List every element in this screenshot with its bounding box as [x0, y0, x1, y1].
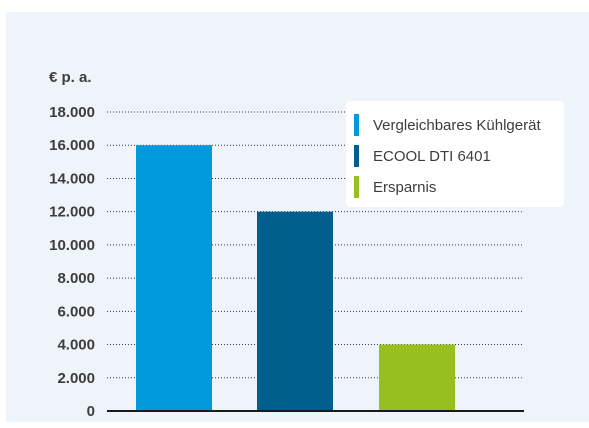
y-tick-label: 14.000	[49, 170, 95, 187]
y-tick-label: 8.000	[57, 270, 95, 287]
legend-label: Ersparnis	[373, 179, 436, 196]
y-tick-label: 2.000	[57, 370, 95, 387]
y-tick-label: 10.000	[49, 237, 95, 254]
legend-swatch	[354, 114, 359, 136]
y-tick-label: 12.000	[49, 204, 95, 221]
legend: Vergleichbares Kühlgerät ECOOL DTI 6401 Er…	[346, 101, 564, 207]
legend-swatch	[354, 145, 359, 167]
legend-label: Vergleichbares Kühlgerät	[373, 117, 541, 134]
y-tick-label: 0	[87, 403, 95, 420]
legend-box	[346, 101, 564, 207]
bar-1	[136, 145, 212, 411]
y-tick-label: 4.000	[57, 337, 95, 354]
y-axis-unit-label: € p. a.	[49, 69, 92, 86]
legend-label: ECOOL DTI 6401	[373, 148, 491, 165]
bar-3	[379, 344, 455, 411]
y-tick-label: 16.000	[49, 137, 95, 154]
y-tick-label: 6.000	[57, 303, 95, 320]
y-tick-label: 18.000	[49, 104, 95, 121]
bar-2	[257, 211, 333, 411]
legend-swatch	[354, 176, 359, 198]
